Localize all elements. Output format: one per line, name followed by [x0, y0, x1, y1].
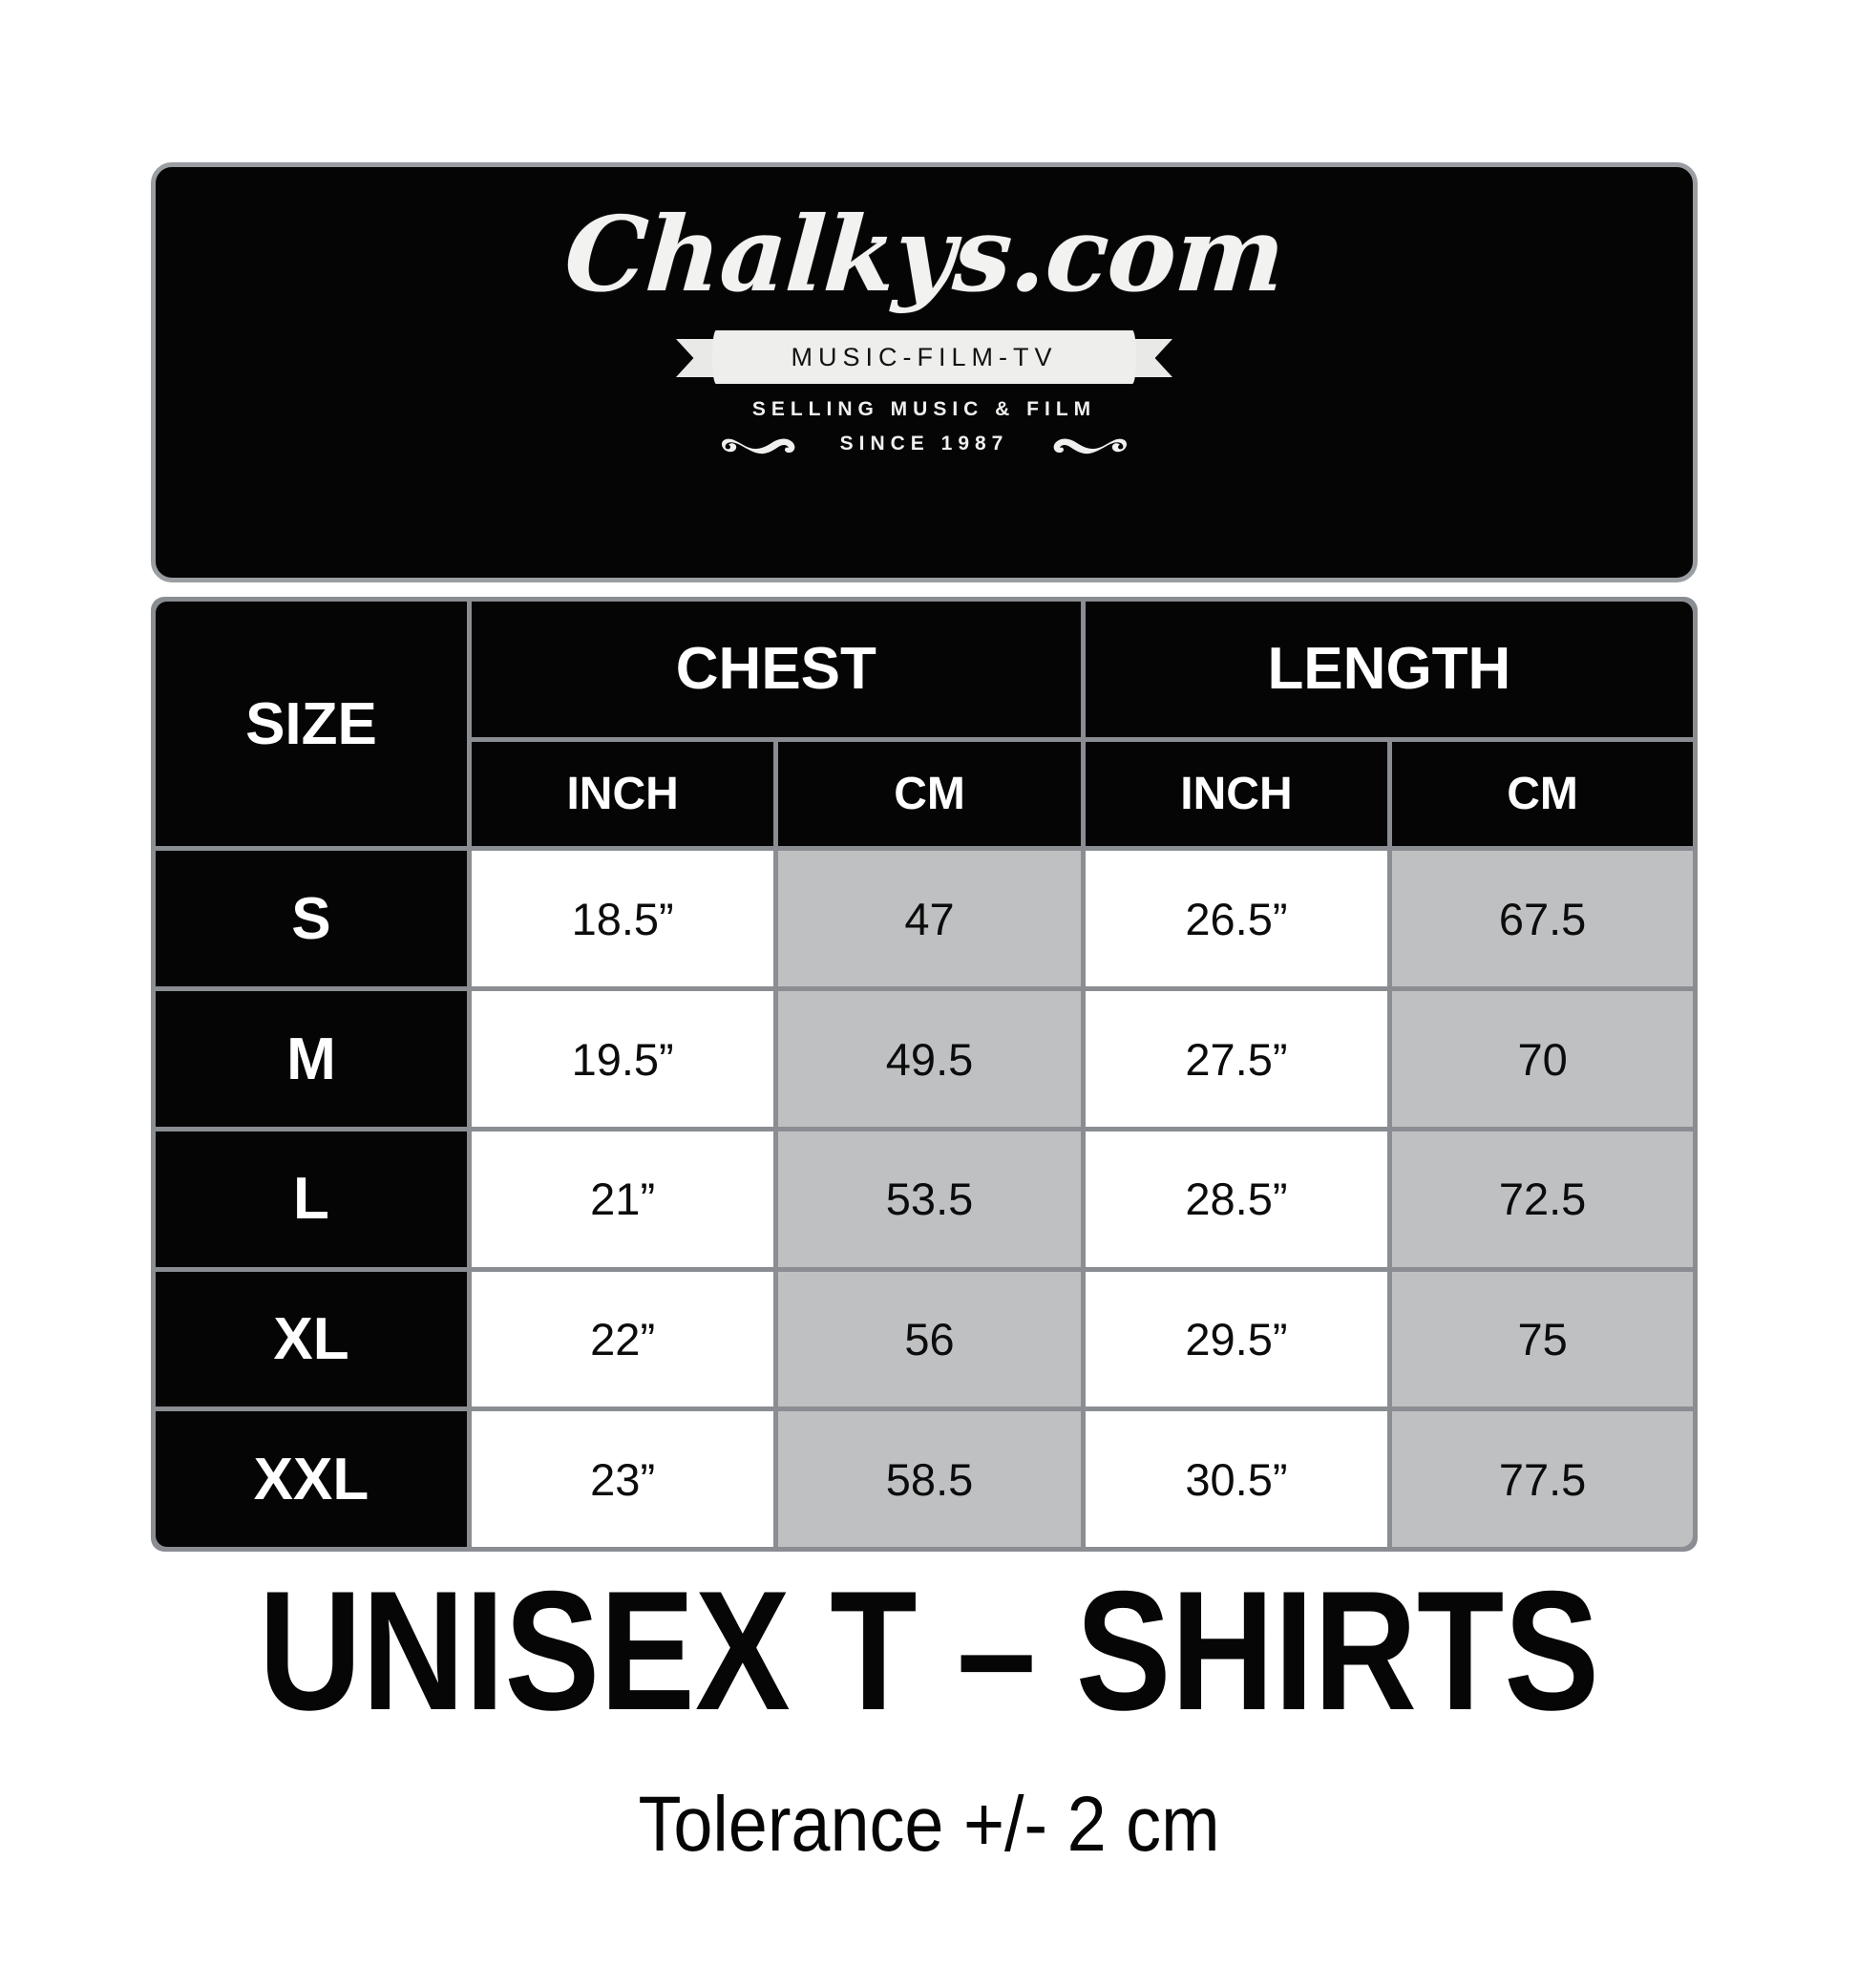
cell-chest-inch: 18.5”: [471, 851, 774, 987]
length-cm-value: 67.5: [1498, 893, 1587, 944]
flourish-left-icon: [716, 432, 819, 456]
header-label-length-cm: CM: [1507, 769, 1578, 820]
row-size-label: M: [156, 991, 467, 1127]
chest-inch-value: 18.5”: [571, 893, 674, 944]
chest-cm-value: 53.5: [885, 1174, 974, 1225]
length-cm-value: 72.5: [1498, 1174, 1587, 1225]
row-size-label: XL: [156, 1271, 467, 1407]
page-title: UNISEX T – SHIRTS: [258, 1555, 1600, 1745]
header-cell-length-cm: CM: [1392, 741, 1693, 847]
cell-length-inch: 30.5”: [1085, 1411, 1388, 1547]
header-cell-size: SIZE: [156, 602, 467, 847]
chest-inch-value: 23”: [590, 1453, 656, 1505]
cell-chest-cm: 49.5: [778, 991, 1081, 1127]
flourish-right-icon: [1029, 432, 1132, 456]
row-size-label: XXL: [156, 1411, 467, 1547]
logo-banner: Chalkys.com MUSIC-FILM-TV SELLING MUSIC …: [151, 162, 1698, 582]
since-row: SINCE 1987: [716, 432, 1133, 456]
cell-length-inch: 29.5”: [1085, 1271, 1388, 1407]
cell-length-cm: 75: [1392, 1271, 1693, 1407]
header-cell-chest-inch: INCH: [471, 741, 774, 847]
size-value: L: [293, 1166, 329, 1233]
cell-length-cm: 67.5: [1392, 851, 1693, 987]
size-value: S: [291, 885, 331, 952]
cell-chest-cm: 56: [778, 1271, 1081, 1407]
header-cell-length-inch: INCH: [1085, 741, 1388, 847]
chest-cm-value: 49.5: [885, 1033, 974, 1085]
header-cell-chest: CHEST: [471, 602, 1081, 737]
chest-cm-value: 56: [904, 1313, 955, 1364]
tolerance-note: Tolerance +/- 2 cm: [638, 1781, 1220, 1868]
ribbon-body: MUSIC-FILM-TV: [712, 330, 1136, 384]
length-cm-value: 70: [1517, 1033, 1568, 1085]
header-label-size: SIZE: [245, 690, 377, 757]
length-cm-value: 77.5: [1498, 1453, 1587, 1505]
table-row: XL 22” 56 29.5” 75: [156, 1271, 1693, 1407]
cell-chest-inch: 23”: [471, 1411, 774, 1547]
ribbon-label: MUSIC-FILM-TV: [791, 342, 1058, 371]
header-cell-length: LENGTH: [1085, 602, 1693, 737]
table-header-row-units: INCH CM INCH CM: [156, 741, 1693, 847]
chest-inch-value: 19.5”: [571, 1033, 674, 1085]
size-value: XL: [273, 1305, 349, 1372]
cell-chest-inch: 19.5”: [471, 991, 774, 1127]
footer: UNISEX T – SHIRTS Tolerance +/- 2 cm: [0, 1566, 1858, 1870]
table-row: M 19.5” 49.5 27.5” 70: [156, 991, 1693, 1127]
chest-inch-value: 22”: [590, 1313, 656, 1364]
length-inch-value: 29.5”: [1185, 1313, 1288, 1364]
size-table-container: SIZE CHEST LENGTH INCH CM: [151, 597, 1698, 1552]
length-inch-value: 26.5”: [1185, 893, 1288, 944]
chest-inch-value: 21”: [590, 1174, 656, 1225]
row-size-label: L: [156, 1131, 467, 1267]
cell-length-cm: 70: [1392, 991, 1693, 1127]
logo-content: Chalkys.com MUSIC-FILM-TV SELLING MUSIC …: [156, 167, 1693, 578]
header-label-length: LENGTH: [1267, 636, 1511, 703]
cell-length-inch: 26.5”: [1085, 851, 1388, 987]
chest-cm-value: 58.5: [885, 1453, 974, 1505]
size-table: SIZE CHEST LENGTH INCH CM: [151, 597, 1698, 1552]
cell-length-inch: 27.5”: [1085, 991, 1388, 1127]
cell-chest-cm: 53.5: [778, 1131, 1081, 1267]
cell-length-cm: 72.5: [1392, 1131, 1693, 1267]
length-inch-value: 27.5”: [1185, 1033, 1288, 1085]
cell-chest-inch: 22”: [471, 1271, 774, 1407]
table-row: S 18.5” 47 26.5” 67.5: [156, 851, 1693, 987]
chest-cm-value: 47: [904, 893, 955, 944]
table-header-row-groups: SIZE CHEST LENGTH: [156, 602, 1693, 847]
header-label-length-inch: INCH: [1180, 769, 1293, 820]
ribbon-banner: MUSIC-FILM-TV: [676, 328, 1172, 387]
header-label-chest: CHEST: [675, 636, 876, 703]
cell-length-inch: 28.5”: [1085, 1131, 1388, 1267]
size-value: XXL: [253, 1446, 369, 1512]
length-cm-value: 75: [1517, 1313, 1568, 1364]
header-label-chest-cm: CM: [894, 769, 965, 820]
cell-chest-cm: 58.5: [778, 1411, 1081, 1547]
table-row: L 21” 53.5 28.5” 72.5: [156, 1131, 1693, 1267]
length-inch-value: 28.5”: [1185, 1174, 1288, 1225]
logo-since: SINCE 1987: [839, 433, 1009, 455]
logo-tagline: SELLING MUSIC & FILM: [751, 398, 1097, 420]
cell-chest-inch: 21”: [471, 1131, 774, 1267]
header-label-chest-inch: INCH: [566, 769, 679, 820]
cell-length-cm: 77.5: [1392, 1411, 1693, 1547]
length-inch-value: 30.5”: [1185, 1453, 1288, 1505]
brand-wordmark: Chalkys.com: [560, 195, 1288, 315]
header-cell-chest-cm: CM: [778, 741, 1081, 847]
cell-chest-cm: 47: [778, 851, 1081, 987]
size-value: M: [286, 1026, 336, 1092]
table-row: XXL 23” 58.5 30.5” 77.5: [156, 1411, 1693, 1547]
row-size-label: S: [156, 851, 467, 987]
